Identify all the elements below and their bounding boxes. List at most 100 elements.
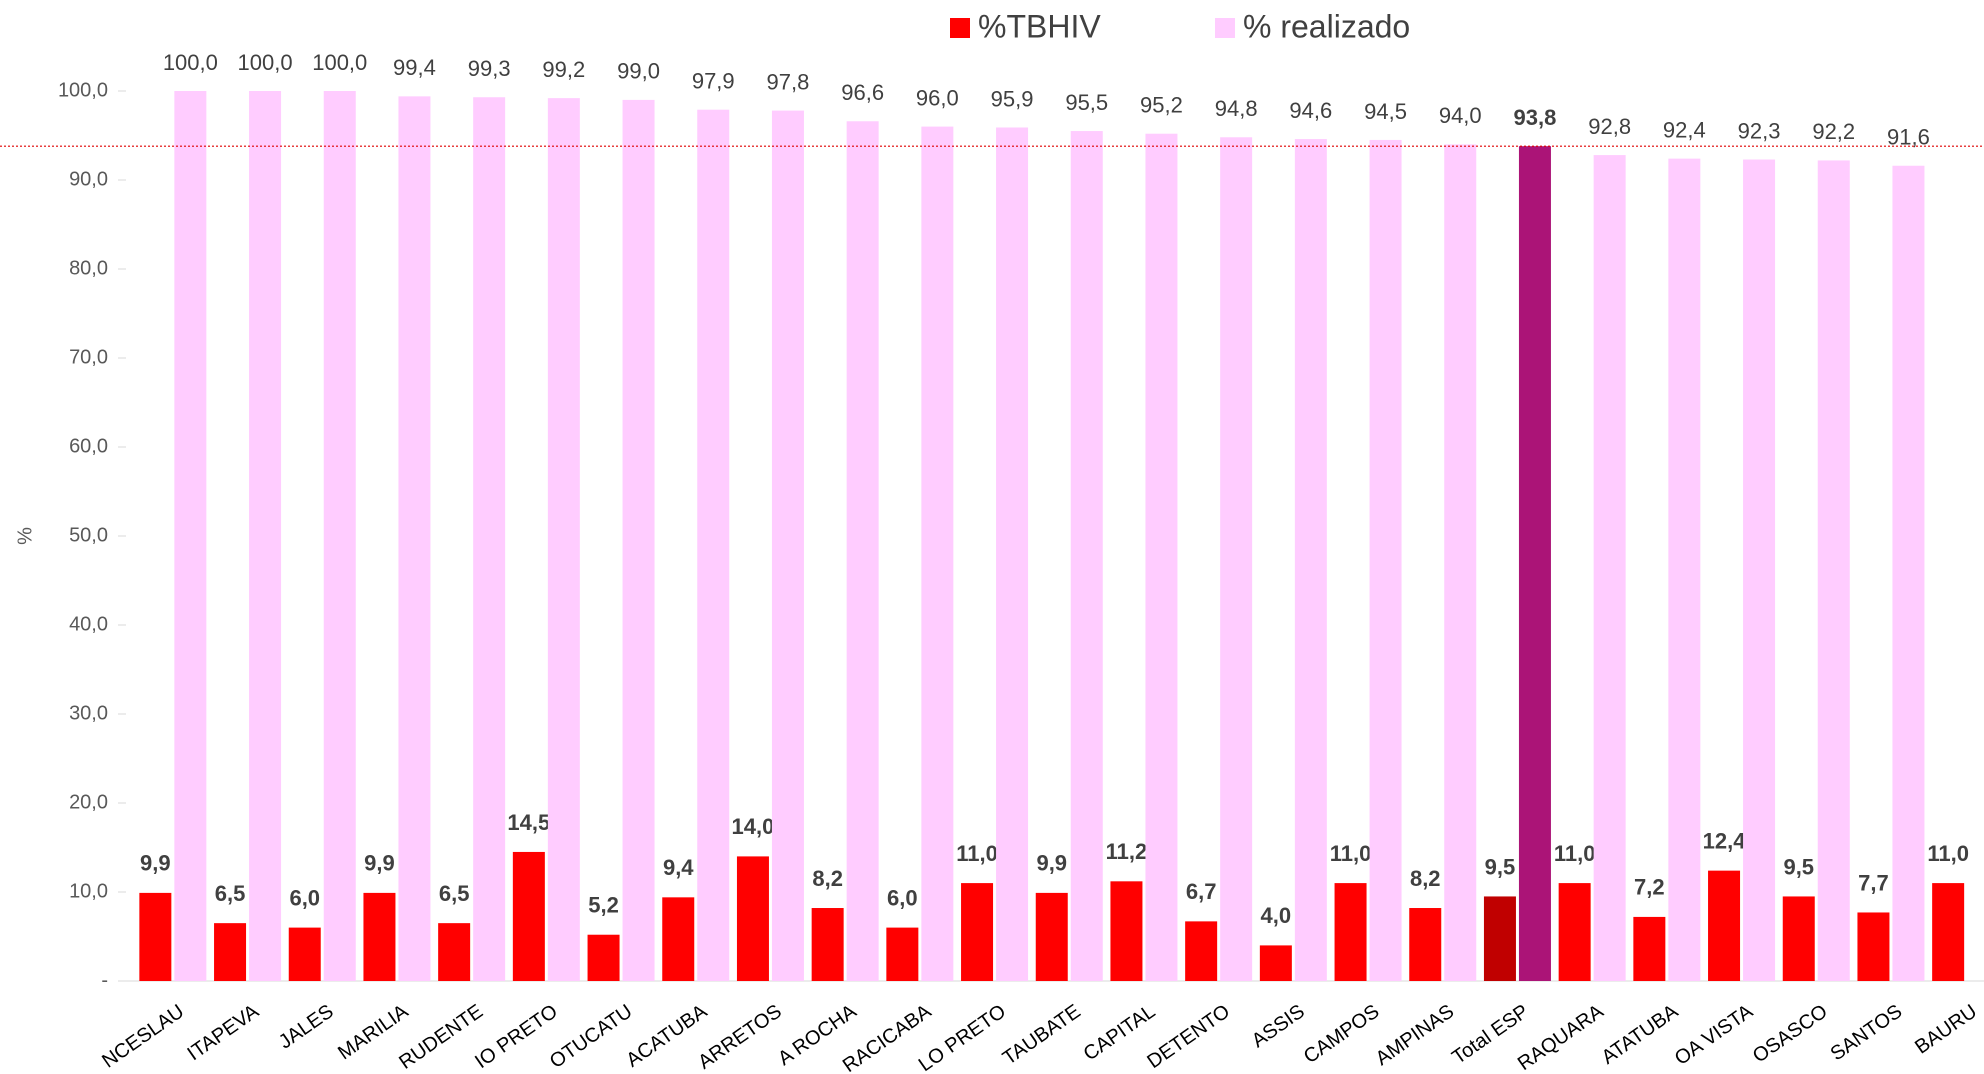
value-label: 92,8 xyxy=(1588,114,1631,139)
x-tick-label: TAUBATE xyxy=(999,1000,1085,1069)
value-label: 14,5 xyxy=(507,810,550,835)
bar xyxy=(1593,155,1626,981)
value-label-box xyxy=(278,880,331,917)
value-label-box xyxy=(1623,869,1676,906)
bar xyxy=(512,851,545,981)
value-label-box xyxy=(1249,898,1302,935)
bar xyxy=(1483,896,1516,981)
value-label-box xyxy=(1025,845,1078,882)
value-label: 14,0 xyxy=(732,814,775,839)
x-tick-label: OTUCATU xyxy=(546,1000,637,1073)
value-label-box xyxy=(726,809,779,846)
value-label-box xyxy=(801,861,854,898)
bar xyxy=(174,91,207,981)
y-tick-label: 50,0 xyxy=(69,524,108,546)
y-tick-label: 10,0 xyxy=(69,880,108,902)
value-label: 11,0 xyxy=(1927,841,1969,866)
value-label: 99,2 xyxy=(542,57,585,82)
bar xyxy=(1558,883,1591,981)
value-label-box xyxy=(1698,823,1751,860)
y-tick-label: 100,0 xyxy=(58,79,108,101)
bar xyxy=(1817,160,1850,982)
bar xyxy=(1259,945,1292,981)
value-label-box xyxy=(1548,836,1601,873)
bar xyxy=(1035,892,1068,981)
value-label-box xyxy=(428,876,481,913)
bar xyxy=(1668,158,1701,981)
value-label: 6,5 xyxy=(439,881,470,906)
value-label: 92,3 xyxy=(1738,118,1781,143)
value-label-box xyxy=(353,845,406,882)
bar xyxy=(139,892,172,981)
value-label: 99,4 xyxy=(393,55,436,80)
bar xyxy=(846,121,879,981)
value-label-box xyxy=(1922,836,1975,873)
bar xyxy=(398,96,431,982)
bar xyxy=(473,97,506,982)
value-label: 11,0 xyxy=(956,841,998,866)
value-label: 11,0 xyxy=(1330,841,1372,866)
value-label: 95,9 xyxy=(991,86,1034,111)
value-label-box xyxy=(129,845,182,882)
value-label: 95,2 xyxy=(1140,93,1183,118)
y-tick-label: 60,0 xyxy=(69,435,108,457)
value-label: 11,0 xyxy=(1554,841,1596,866)
bar xyxy=(1369,139,1402,981)
value-label-box xyxy=(204,876,257,913)
bar xyxy=(1110,881,1143,981)
value-label: 94,0 xyxy=(1439,103,1482,128)
x-tick-label: SANTOS xyxy=(1827,1000,1907,1065)
x-tick-label: ITAPEVA xyxy=(184,1000,264,1065)
bar xyxy=(771,110,804,981)
y-tick-label: - xyxy=(101,969,108,991)
value-label: 94,8 xyxy=(1215,96,1258,121)
value-label: 96,6 xyxy=(841,80,884,105)
value-label: 12,4 xyxy=(1703,828,1747,853)
bar xyxy=(1892,165,1925,981)
bar xyxy=(288,927,321,981)
value-label: 99,3 xyxy=(468,56,511,81)
x-tick-label: ARRETOS xyxy=(694,1000,786,1073)
bar xyxy=(736,856,769,981)
value-label: 9,4 xyxy=(663,855,694,880)
value-label-box xyxy=(951,836,1004,873)
x-tick-label: NCESLAU xyxy=(98,1000,188,1072)
bar xyxy=(961,883,994,981)
y-tick-label: 80,0 xyxy=(69,257,108,279)
value-label: 6,0 xyxy=(289,885,320,910)
value-label: 8,2 xyxy=(1410,866,1441,891)
value-label: 94,5 xyxy=(1364,99,1407,124)
value-label-box xyxy=(1772,849,1825,886)
bar xyxy=(438,923,471,981)
legend-swatch xyxy=(950,18,970,38)
legend-label: %TBHIV xyxy=(978,8,1101,44)
x-tick-label: DETENTO xyxy=(1143,1000,1234,1073)
value-label: 6,5 xyxy=(215,881,246,906)
bar xyxy=(1334,883,1367,981)
value-label: 9,9 xyxy=(140,851,171,876)
value-label: 100,0 xyxy=(238,50,293,75)
bar xyxy=(1444,144,1477,981)
bar xyxy=(1633,916,1666,981)
value-label: 92,2 xyxy=(1812,119,1855,144)
value-label-box xyxy=(1847,865,1900,902)
value-label: 9,5 xyxy=(1783,854,1814,879)
bar xyxy=(1708,870,1741,981)
value-label-box xyxy=(1399,861,1452,898)
value-label: 7,7 xyxy=(1858,870,1889,895)
bar xyxy=(214,923,247,981)
bar xyxy=(363,892,396,981)
x-tick-label: ASSIS xyxy=(1248,1000,1309,1052)
x-tick-label: ATATUBA xyxy=(1598,1000,1683,1069)
value-label: 9,5 xyxy=(1485,854,1516,879)
value-label: 4,0 xyxy=(1261,903,1292,928)
value-label: 100,0 xyxy=(312,50,367,75)
x-tick-label: JALES xyxy=(275,1000,338,1053)
value-label: 95,5 xyxy=(1065,90,1108,115)
x-tick-label: OA VISTA xyxy=(1671,1000,1758,1070)
value-label: 94,6 xyxy=(1289,98,1332,123)
bar xyxy=(662,897,695,981)
value-label-box xyxy=(577,887,630,924)
value-label-box xyxy=(1473,849,1526,886)
